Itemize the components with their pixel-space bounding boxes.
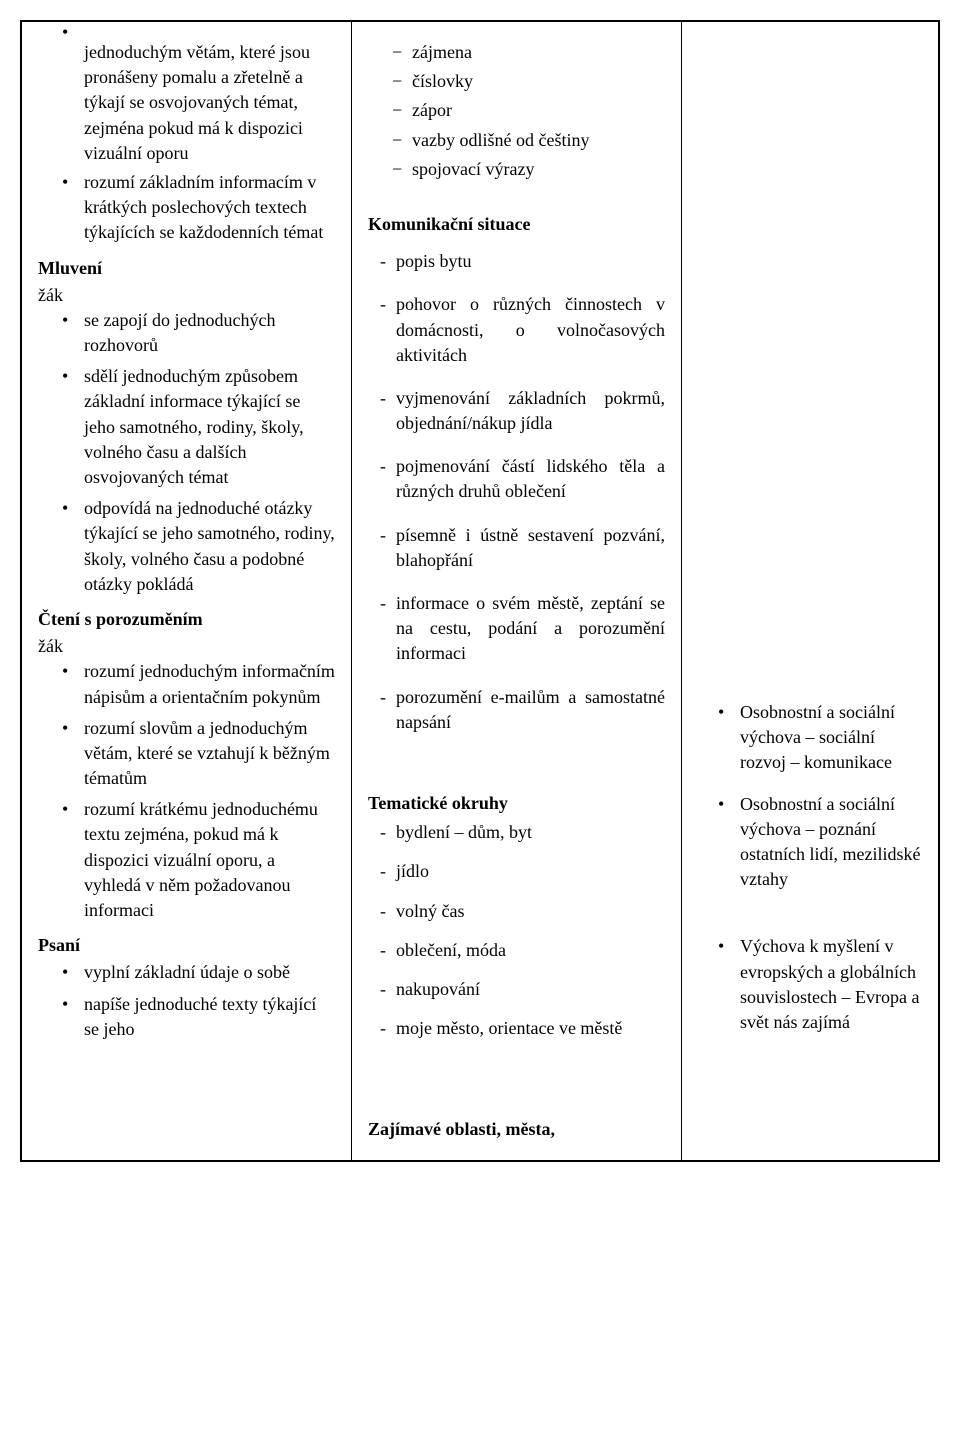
cteni-heading: Čtení s porozuměním bbox=[38, 607, 335, 632]
list-item: sdělí jednoduchým způsobem základní info… bbox=[66, 364, 335, 490]
list-item: napíše jednoduché texty týkající se jeho bbox=[66, 992, 335, 1042]
tematicke-heading: Tematické okruhy bbox=[368, 791, 665, 816]
list-item: informace o svém městě, zeptání se na ce… bbox=[380, 591, 665, 667]
komunikacni-heading: Komunikační situace bbox=[368, 212, 665, 237]
list-item: písemně i ústně sestavení pozvání, blaho… bbox=[380, 523, 665, 573]
list-item: pojmenování částí lidského těla a různýc… bbox=[380, 454, 665, 504]
list-item: rozumí jednoduchým informačním nápisům a… bbox=[66, 659, 335, 709]
list-item: popis bytu bbox=[380, 249, 665, 274]
mluveni-list: se zapojí do jednoduchých rozhovorů sděl… bbox=[38, 308, 335, 597]
list-item: oblečení, móda bbox=[380, 938, 665, 963]
list-item: moje město, orientace ve městě bbox=[380, 1016, 665, 1041]
list-item: nakupování bbox=[380, 977, 665, 1002]
list-item: se zapojí do jednoduchých rozhovorů bbox=[66, 308, 335, 358]
list-item: spojovací výrazy bbox=[392, 157, 665, 182]
list-item: Osobnostní a sociální výchova – poznání … bbox=[722, 792, 922, 893]
komunikacni-list: popis bytu pohovor o různých činnostech … bbox=[368, 249, 665, 735]
psani-heading: Psaní bbox=[38, 933, 335, 958]
list-item: číslovky bbox=[392, 69, 665, 94]
mluveni-heading: Mluvení bbox=[38, 256, 335, 281]
list-item: pohovor o různých činnostech v domácnost… bbox=[380, 292, 665, 368]
list-item: bydlení – dům, byt bbox=[380, 820, 665, 845]
list-item: Osobnostní a sociální výchova – sociální… bbox=[722, 700, 922, 776]
col3-list: Osobnostní a sociální výchova – sociální… bbox=[698, 700, 922, 1035]
psani-list: vyplní základní údaje o sobě napíše jedn… bbox=[38, 960, 335, 1042]
page-border: jednoduchým větám, které jsou pronášeny … bbox=[20, 20, 940, 1162]
list-item: porozumění e-mailům a samostatné napsání bbox=[380, 685, 665, 735]
list-item: zápor bbox=[392, 98, 665, 123]
zak-label: žák bbox=[38, 283, 335, 308]
zajimave-heading: Zajímavé oblasti, města, bbox=[368, 1117, 665, 1142]
cteni-list: rozumí jednoduchým informačním nápisům a… bbox=[38, 659, 335, 923]
list-item: jednoduchým větám, které jsou pronášeny … bbox=[66, 20, 335, 166]
list-item: rozumí základním informacím v krátkých p… bbox=[66, 170, 335, 246]
column-right: Osobnostní a sociální výchova – sociální… bbox=[682, 22, 938, 1160]
intro-list: jednoduchým větám, které jsou pronášeny … bbox=[38, 20, 335, 246]
list-item: odpovídá na jednoduché otázky týkající s… bbox=[66, 496, 335, 597]
list-item: jídlo bbox=[380, 859, 665, 884]
list-item: zájmena bbox=[392, 40, 665, 65]
dash-list: zájmena číslovky zápor vazby odlišné od … bbox=[368, 40, 665, 182]
list-item: vyplní základní údaje o sobě bbox=[66, 960, 335, 985]
column-left: jednoduchým větám, které jsou pronášeny … bbox=[22, 22, 352, 1160]
list-item: Výchova k myšlení v evropských a globáln… bbox=[722, 934, 922, 1035]
list-item: rozumí slovům a jednoduchým větám, které… bbox=[66, 716, 335, 792]
list-item: volný čas bbox=[380, 899, 665, 924]
list-item: vazby odlišné od češtiny bbox=[392, 128, 665, 153]
tematicke-list: bydlení – dům, byt jídlo volný čas obleč… bbox=[368, 820, 665, 1041]
zak-label: žák bbox=[38, 634, 335, 659]
list-item-text: jednoduchým větám, které jsou pronášeny … bbox=[84, 20, 335, 166]
list-item: rozumí krátkému jednoduchému textu zejmé… bbox=[66, 797, 335, 923]
list-item: vyjmenování základních pokrmů, objednání… bbox=[380, 386, 665, 436]
column-middle: zájmena číslovky zápor vazby odlišné od … bbox=[352, 22, 682, 1160]
